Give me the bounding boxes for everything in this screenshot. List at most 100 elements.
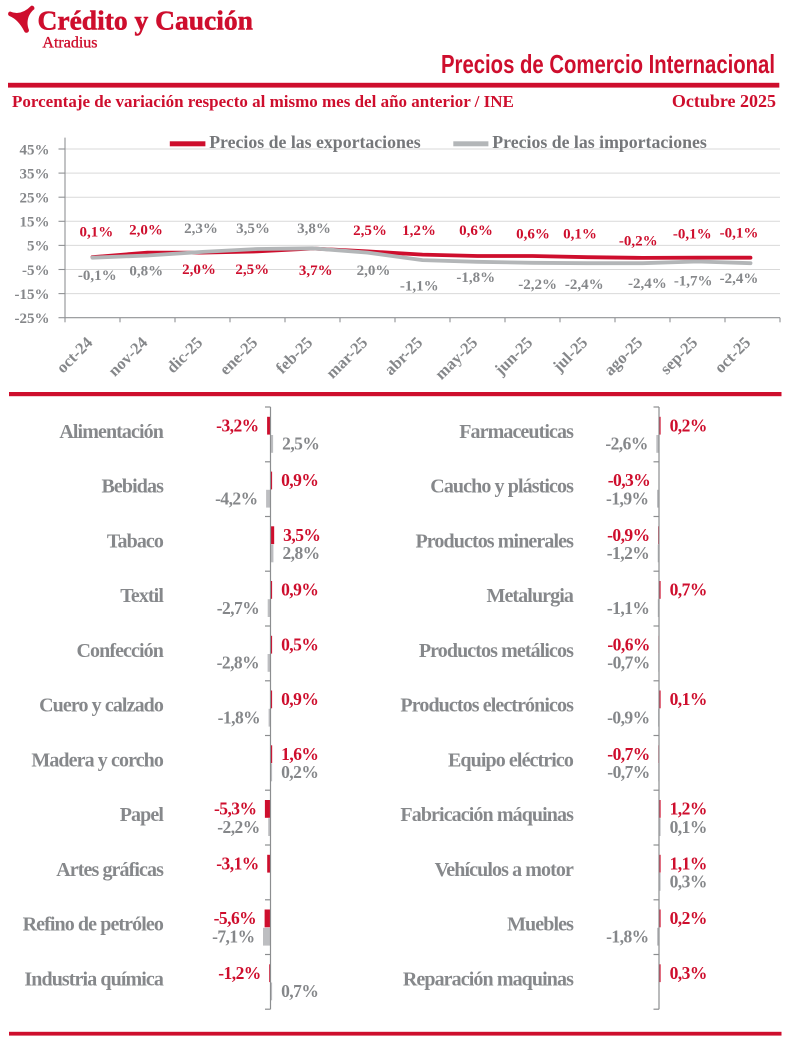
svg-text:-2,2%: -2,2% xyxy=(217,817,259,837)
svg-text:0,1%: 0,1% xyxy=(563,227,597,243)
svg-text:1,6%: 1,6% xyxy=(281,744,318,764)
svg-text:-2,4%: -2,4% xyxy=(720,271,759,287)
svg-text:Precios de Comercio Internacio: Precios de Comercio Internacional xyxy=(441,49,775,79)
svg-text:Madera y corcho: Madera y corcho xyxy=(31,749,164,771)
svg-text:2,0%: 2,0% xyxy=(129,222,163,238)
svg-text:-0,1%: -0,1% xyxy=(720,226,759,242)
svg-text:-2,6%: -2,6% xyxy=(605,434,647,454)
svg-text:2,0%: 2,0% xyxy=(182,262,216,278)
svg-text:-5%: -5% xyxy=(22,263,50,279)
svg-text:0,5%: 0,5% xyxy=(281,634,318,654)
svg-text:0,8%: 0,8% xyxy=(129,263,163,279)
svg-text:Muebles: Muebles xyxy=(507,914,574,936)
svg-text:Caucho y plásticos: Caucho y plásticos xyxy=(430,476,574,498)
svg-text:-1,8%: -1,8% xyxy=(606,926,648,946)
svg-text:Precios de las importaciones: Precios de las importaciones xyxy=(492,132,707,152)
svg-text:Alimentación: Alimentación xyxy=(59,421,163,443)
svg-text:1,2%: 1,2% xyxy=(402,223,436,239)
svg-text:Textil: Textil xyxy=(120,585,164,607)
svg-text:Precios de las exportaciones: Precios de las exportaciones xyxy=(209,132,421,152)
svg-text:2,5%: 2,5% xyxy=(282,434,319,454)
svg-text:Confección: Confección xyxy=(76,640,163,662)
svg-text:3,5%: 3,5% xyxy=(236,221,270,237)
svg-text:0,9%: 0,9% xyxy=(281,580,318,600)
svg-text:-0,1%: -0,1% xyxy=(673,227,712,243)
svg-text:Equipo eléctrico: Equipo eléctrico xyxy=(448,749,574,771)
svg-text:Vehículos a motor: Vehículos a motor xyxy=(435,859,574,881)
svg-text:Crédito y Caución: Crédito y Caución xyxy=(38,5,253,36)
svg-text:-0,9%: -0,9% xyxy=(607,525,649,545)
svg-text:-2,4%: -2,4% xyxy=(565,277,604,293)
svg-text:1,2%: 1,2% xyxy=(670,799,707,819)
svg-text:35%: 35% xyxy=(20,166,50,182)
svg-text:-1,1%: -1,1% xyxy=(400,278,439,294)
svg-text:Farmaceuticas: Farmaceuticas xyxy=(459,421,574,443)
svg-text:Atradius: Atradius xyxy=(42,35,97,52)
svg-text:Bebidas: Bebidas xyxy=(101,476,164,498)
svg-text:0,2%: 0,2% xyxy=(670,415,707,435)
svg-text:-1,8%: -1,8% xyxy=(218,707,260,727)
svg-text:-2,7%: -2,7% xyxy=(217,598,259,618)
svg-text:2,5%: 2,5% xyxy=(353,223,387,239)
svg-text:Tabaco: Tabaco xyxy=(107,530,164,552)
svg-text:0,3%: 0,3% xyxy=(670,872,707,892)
svg-text:-25%: -25% xyxy=(15,311,50,327)
svg-text:-1,9%: -1,9% xyxy=(606,488,648,508)
svg-text:Papel: Papel xyxy=(120,804,165,826)
svg-text:-4,2%: -4,2% xyxy=(215,488,257,508)
svg-text:-1,7%: -1,7% xyxy=(674,274,713,290)
svg-text:0,7%: 0,7% xyxy=(281,981,318,1001)
svg-text:Artes gráficas: Artes gráficas xyxy=(56,859,164,881)
svg-text:-3,2%: -3,2% xyxy=(216,415,258,435)
svg-text:-7,1%: -7,1% xyxy=(212,926,254,946)
svg-text:-5,3%: -5,3% xyxy=(214,799,256,819)
svg-text:-15%: -15% xyxy=(15,287,50,303)
svg-text:1,1%: 1,1% xyxy=(670,853,707,873)
svg-text:-3,1%: -3,1% xyxy=(216,853,258,873)
svg-text:0,1%: 0,1% xyxy=(80,225,114,241)
svg-text:-0,1%: -0,1% xyxy=(78,268,117,284)
svg-text:-1,8%: -1,8% xyxy=(456,270,495,286)
svg-text:Productos electrónicos: Productos electrónicos xyxy=(400,695,574,717)
svg-text:0,1%: 0,1% xyxy=(670,689,707,709)
svg-text:Octubre 2025: Octubre 2025 xyxy=(672,91,776,111)
svg-text:-0,6%: -0,6% xyxy=(607,634,649,654)
svg-text:-0,7%: -0,7% xyxy=(607,653,649,673)
svg-text:Metalurgia: Metalurgia xyxy=(486,585,573,607)
svg-text:-0,3%: -0,3% xyxy=(608,470,650,490)
svg-text:Productos metálicos: Productos metálicos xyxy=(419,640,574,662)
svg-text:Productos minerales: Productos minerales xyxy=(415,530,574,552)
svg-text:0,9%: 0,9% xyxy=(281,689,318,709)
svg-text:Cuero y calzado: Cuero y calzado xyxy=(39,695,164,717)
svg-text:3,5%: 3,5% xyxy=(283,525,320,545)
svg-text:3,8%: 3,8% xyxy=(297,221,331,237)
svg-text:Reparación maquinas: Reparación maquinas xyxy=(403,968,574,990)
svg-text:2,5%: 2,5% xyxy=(235,262,269,278)
svg-text:-0,9%: -0,9% xyxy=(607,707,649,727)
svg-text:Refino de petróleo: Refino de petróleo xyxy=(23,914,164,936)
svg-text:2,3%: 2,3% xyxy=(184,221,218,237)
svg-text:-0,2%: -0,2% xyxy=(619,234,658,250)
svg-text:0,3%: 0,3% xyxy=(670,963,707,983)
svg-text:Porcentaje de variación respec: Porcentaje de variación respecto al mism… xyxy=(12,92,514,111)
svg-text:15%: 15% xyxy=(20,215,50,231)
svg-text:2,0%: 2,0% xyxy=(357,263,391,279)
svg-text:-0,7%: -0,7% xyxy=(607,744,649,764)
svg-text:-1,1%: -1,1% xyxy=(607,598,649,618)
svg-text:0,6%: 0,6% xyxy=(459,223,493,239)
svg-text:5%: 5% xyxy=(27,239,50,255)
svg-text:0,2%: 0,2% xyxy=(281,762,318,782)
svg-text:-2,2%: -2,2% xyxy=(518,277,557,293)
svg-text:0,7%: 0,7% xyxy=(670,580,707,600)
svg-text:0,9%: 0,9% xyxy=(281,470,318,490)
svg-text:-0,7%: -0,7% xyxy=(607,762,649,782)
svg-text:-2,4%: -2,4% xyxy=(628,276,667,292)
svg-text:-1,2%: -1,2% xyxy=(218,963,260,983)
svg-text:0,2%: 0,2% xyxy=(670,908,707,928)
svg-text:Industria química: Industria química xyxy=(24,968,164,990)
svg-text:0,1%: 0,1% xyxy=(670,817,707,837)
svg-text:-2,8%: -2,8% xyxy=(217,653,259,673)
svg-text:25%: 25% xyxy=(20,191,50,207)
svg-text:-1,2%: -1,2% xyxy=(607,543,649,563)
svg-text:45%: 45% xyxy=(20,142,50,158)
